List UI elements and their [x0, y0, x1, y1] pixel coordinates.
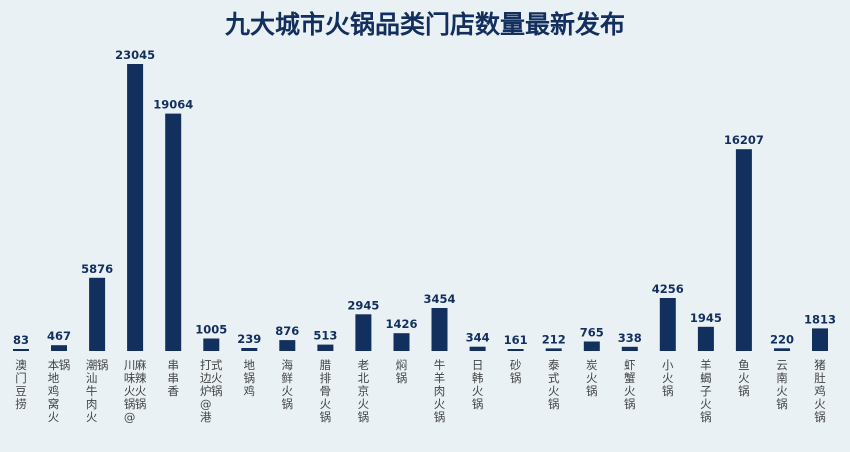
value-label: 239	[237, 332, 261, 346]
bar	[545, 348, 562, 351]
value-label: 220	[770, 332, 794, 346]
bars	[13, 64, 828, 351]
bar	[51, 345, 67, 351]
category-label: 海鲜火锅	[282, 358, 294, 411]
category-label: 打边炉@港式火锅	[200, 358, 223, 424]
value-label: 16207	[724, 133, 764, 147]
bar	[127, 64, 144, 351]
category-label: 小火锅	[662, 358, 674, 398]
category-label: 炭火锅	[586, 358, 598, 398]
category-label: 砂锅	[510, 358, 522, 385]
bar	[697, 326, 714, 351]
category-label: 本地鸡窝火锅	[48, 358, 71, 424]
bar	[279, 340, 296, 351]
category-label: 腊排骨火锅	[320, 358, 332, 424]
bar	[203, 338, 220, 351]
category-label: 串串香	[167, 358, 179, 398]
category-label: 泰式火锅	[548, 358, 560, 411]
bar	[89, 277, 106, 351]
value-label: 3454	[423, 292, 455, 306]
value-label: 1426	[385, 317, 417, 331]
value-label: 2945	[347, 298, 379, 312]
category-label: 云南火锅	[776, 358, 788, 411]
category-label: 地锅鸡	[244, 358, 256, 398]
bar	[812, 328, 828, 351]
value-label: 338	[618, 331, 642, 345]
value-labels: 83 467 5876 23045 19064 1005 239 876 513 2945 1426…	[13, 48, 836, 347]
value-label: 876	[275, 324, 299, 338]
value-label: 5876	[81, 262, 113, 276]
value-label: 467	[47, 329, 71, 343]
bar	[735, 149, 752, 351]
value-label: 23045	[115, 48, 155, 62]
bar	[469, 346, 486, 351]
bar	[583, 341, 600, 351]
value-label: 161	[504, 333, 528, 347]
bar	[393, 333, 410, 351]
value-label: 1813	[804, 312, 836, 326]
chart-title: 九大城市火锅品类门店数量最新发布	[224, 10, 625, 39]
category-label: 虾蟹火锅	[624, 358, 636, 411]
category-label: 日韩火锅	[472, 358, 484, 411]
bar	[241, 348, 258, 351]
bar	[621, 346, 638, 351]
category-label: 猪肚鸡火锅	[814, 358, 826, 424]
bar	[431, 308, 448, 351]
bar	[355, 314, 372, 351]
category-label: 川味火锅@麻辣火锅	[124, 358, 147, 424]
bar	[165, 113, 182, 351]
value-label: 344	[466, 331, 490, 345]
value-label: 513	[313, 329, 337, 343]
category-label: 羊蝎子火锅	[700, 358, 712, 424]
category-label: 澳门豆捞	[15, 358, 27, 411]
category-label: 鱼火锅	[738, 358, 750, 398]
bar	[13, 349, 29, 351]
category-label: 牛羊肉火锅	[434, 358, 446, 424]
value-label: 765	[580, 326, 604, 340]
category-label: 潮汕牛肉火锅	[86, 358, 109, 424]
category-label: 老北京火锅	[358, 358, 370, 424]
value-label: 19064	[153, 98, 193, 112]
bar	[659, 298, 676, 351]
category-labels: 澳门豆捞 本地鸡窝火锅 潮汕牛肉火锅 川味火锅@麻辣火锅 串串香 打边炉@港式火锅 地锅鸡 海…	[15, 358, 826, 424]
category-label: 焖锅	[396, 358, 408, 385]
value-label: 83	[13, 333, 29, 347]
bar	[774, 348, 790, 351]
bar	[507, 349, 524, 351]
value-label: 1945	[690, 311, 722, 325]
value-label: 1005	[195, 323, 227, 337]
value-label: 212	[542, 332, 566, 346]
bar	[317, 344, 334, 351]
value-label: 4256	[652, 282, 684, 296]
